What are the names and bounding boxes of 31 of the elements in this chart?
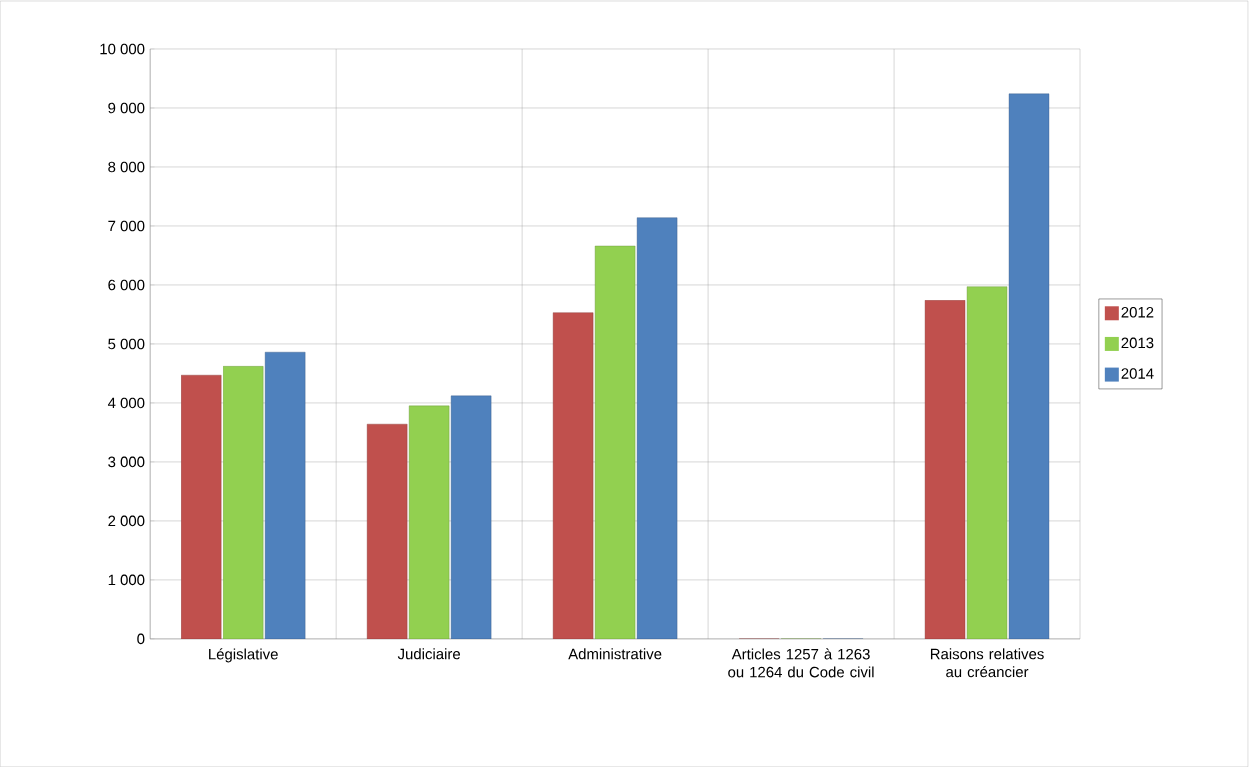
y-tick-label: 6 000 xyxy=(108,279,145,291)
x-tick-label: Raisons relatives au créancier xyxy=(930,648,1044,678)
y-tick-label: 8 000 xyxy=(108,161,145,173)
y-tick-label: 4 000 xyxy=(107,397,145,409)
y-tick-label: 9 000 xyxy=(108,102,145,114)
bar xyxy=(552,312,594,639)
x-tick-label: Articles 1257 à 1263 ou 1264 du Code civil xyxy=(728,648,874,678)
bar xyxy=(636,217,678,639)
x-tick-label: Administrative xyxy=(568,648,662,660)
legend-label: 2013 xyxy=(1121,337,1154,349)
y-tick-label: 1 000 xyxy=(108,574,145,586)
bar xyxy=(264,351,306,639)
bar xyxy=(924,300,966,639)
y-tick-label: 2 000 xyxy=(108,515,145,527)
y-tick-label: 3 000 xyxy=(108,456,145,468)
bar xyxy=(1008,93,1050,639)
y-tick-label: 7 000 xyxy=(108,220,145,232)
y-tick-label: 10 000 xyxy=(100,43,145,55)
x-tick-label: Législative xyxy=(209,648,278,663)
y-tick-label: 0 xyxy=(137,633,145,645)
bar xyxy=(180,374,222,639)
legend-label: 2014 xyxy=(1121,368,1154,379)
y-tick-label: 5 000 xyxy=(108,338,145,350)
bar xyxy=(450,395,492,639)
bar xyxy=(594,245,636,639)
bar xyxy=(966,286,1008,639)
bar xyxy=(366,423,408,639)
x-tick-label: Judiciaire xyxy=(397,648,461,660)
bar xyxy=(408,405,450,639)
legend-label: 2012 xyxy=(1121,306,1154,318)
bar xyxy=(222,366,264,639)
